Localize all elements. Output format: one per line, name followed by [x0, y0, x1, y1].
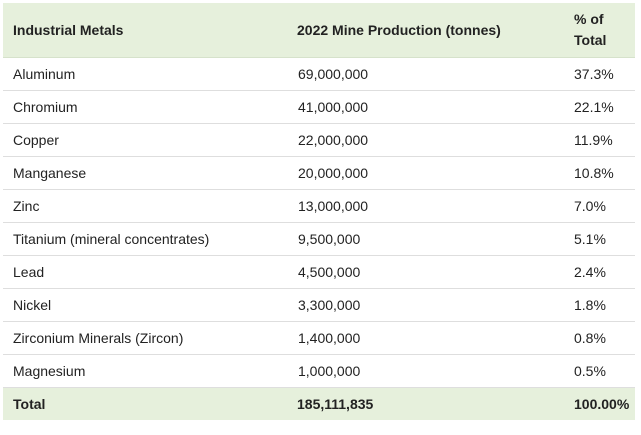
- production-table-container: Industrial Metals 2022 Mine Production (…: [3, 3, 635, 420]
- cell-share: 10.8%: [564, 156, 635, 190]
- cell-metal: Zinc: [3, 189, 287, 223]
- cell-metal: Titanium (mineral concentrates): [3, 222, 287, 256]
- cell-share: 1.8%: [564, 288, 635, 322]
- table-row: Aluminum 69,000,000 37.3%: [3, 57, 635, 91]
- cell-share: 37.3%: [564, 57, 635, 91]
- total-production: 185,111,835: [297, 395, 374, 412]
- cell-share: 0.8%: [564, 321, 635, 355]
- table-row: Magnesium 1,000,000 0.5%: [3, 354, 635, 388]
- cell-metal: Chromium: [3, 90, 287, 124]
- cell-production: 22,000,000: [287, 123, 564, 157]
- table-row: Nickel 3,300,000 1.8%: [3, 288, 635, 322]
- production-table: Industrial Metals 2022 Mine Production (…: [3, 3, 635, 420]
- cell-production: 1,000,000: [287, 354, 564, 388]
- cell-metal: Aluminum: [3, 57, 287, 91]
- cell-share: 2.4%: [564, 255, 635, 289]
- table-footer: Total 185,111,835 100.00%: [3, 387, 635, 420]
- cell-production: 9,500,000: [287, 222, 564, 256]
- cell-metal: Nickel: [3, 288, 287, 322]
- table-row: Zinc 13,000,000 7.0%: [3, 189, 635, 223]
- cell-production: 3,300,000: [287, 288, 564, 322]
- cell-share: 11.9%: [564, 123, 635, 157]
- column-header-metal: Industrial Metals: [3, 3, 287, 58]
- cell-share: 0.5%: [564, 354, 635, 388]
- cell-metal: Lead: [3, 255, 287, 289]
- cell-share: 5.1%: [564, 222, 635, 256]
- header-row: Industrial Metals 2022 Mine Production (…: [3, 3, 635, 58]
- cell-production: 20,000,000: [287, 156, 564, 190]
- column-header-production: 2022 Mine Production (tonnes): [287, 3, 564, 58]
- total-share: 100.00%: [574, 395, 630, 412]
- cell-production: 41,000,000: [287, 90, 564, 124]
- table-row: Chromium 41,000,000 22.1%: [3, 90, 635, 124]
- table-header: Industrial Metals 2022 Mine Production (…: [3, 3, 635, 58]
- cell-metal: Zirconium Minerals (Zircon): [3, 321, 287, 355]
- total-row: Total 185,111,835 100.00%: [3, 387, 635, 420]
- table-row: Titanium (mineral concentrates) 9,500,00…: [3, 222, 635, 256]
- cell-metal: Magnesium: [3, 354, 287, 388]
- cell-share: 22.1%: [564, 90, 635, 124]
- cell-production: 4,500,000: [287, 255, 564, 289]
- total-label: Total: [13, 395, 46, 412]
- cell-share: 7.0%: [564, 189, 635, 223]
- table-row: Zirconium Minerals (Zircon) 1,400,000 0.…: [3, 321, 635, 355]
- cell-production: 69,000,000: [287, 57, 564, 91]
- table-body: Aluminum 69,000,000 37.3% Chromium 41,00…: [3, 57, 635, 388]
- table-row: Manganese 20,000,000 10.8%: [3, 156, 635, 190]
- cell-production: 1,400,000: [287, 321, 564, 355]
- cell-metal: Copper: [3, 123, 287, 157]
- cell-metal: Manganese: [3, 156, 287, 190]
- table-row: Lead 4,500,000 2.4%: [3, 255, 635, 289]
- cell-production: 13,000,000: [287, 189, 564, 223]
- table-row: Copper 22,000,000 11.9%: [3, 123, 635, 157]
- column-header-share: % of Total: [564, 3, 635, 58]
